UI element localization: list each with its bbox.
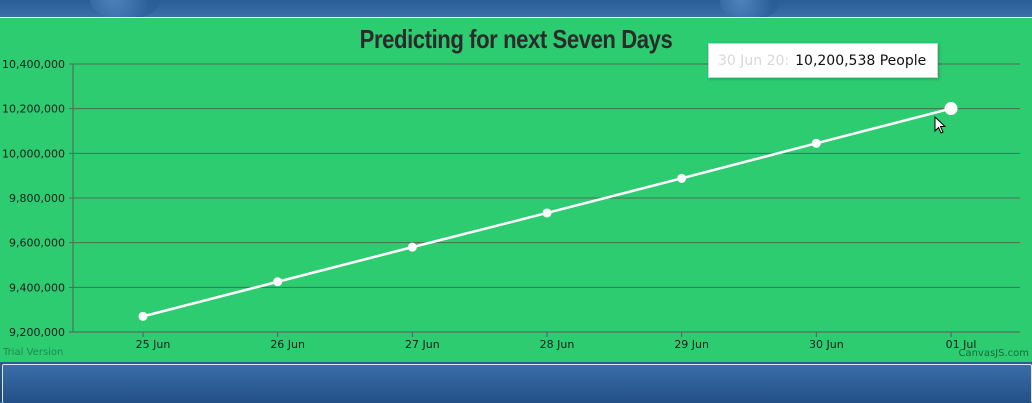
data-point-marker[interactable]: [944, 102, 958, 116]
y-tick-label: 9,600,000: [9, 237, 65, 250]
y-tick-label: 9,400,000: [9, 281, 65, 294]
data-point-marker[interactable]: [407, 242, 417, 252]
x-tick-label: 27 Jun: [405, 338, 440, 351]
x-tick-label: 29 Jun: [674, 338, 709, 351]
y-tick-label: 9,200,000: [9, 326, 65, 339]
virus-decoration: [720, 0, 780, 20]
y-tick-label: 10,200,000: [2, 103, 65, 116]
data-point-marker[interactable]: [138, 311, 148, 321]
y-axis: 9,200,000 9,400,000 9,600,000 9,800,000 10,0…: [2, 58, 65, 339]
trial-version-label: Trial Version: [3, 347, 64, 358]
data-point-marker[interactable]: [542, 208, 552, 218]
gridlines: [69, 63, 1020, 333]
y-tick-label: 10,000,000: [2, 147, 65, 160]
data-point-marker[interactable]: [677, 173, 687, 183]
mouse-cursor-icon: [934, 116, 947, 134]
x-axis: 25 Jun 26 Jun 27 Jun 28 Jun 29 Jun 30 Jun 01 J…: [136, 332, 977, 351]
chart-container[interactable]: Predicting for next Seven Days 9,200,000…: [0, 17, 1032, 364]
series-group[interactable]: [138, 102, 958, 321]
y-tick-label: 9,800,000: [9, 192, 65, 205]
tooltip-label: 30 Jun 20:: [718, 53, 790, 69]
x-tick-label: 30 Jun: [809, 338, 844, 351]
x-tick-label: 28 Jun: [540, 338, 575, 351]
next-panel: [2, 364, 1032, 403]
line-chart[interactable]: 9,200,000 9,400,000 9,600,000 9,800,000 10,0…: [0, 18, 1032, 363]
data-point-marker[interactable]: [273, 277, 283, 287]
x-tick-label: 25 Jun: [136, 338, 171, 351]
x-tick-label: 26 Jun: [270, 338, 305, 351]
virus-decoration: [90, 0, 160, 20]
data-point-marker[interactable]: [811, 138, 821, 148]
canvasjs-credit-link[interactable]: CanvasJS.com: [958, 348, 1029, 359]
y-tick-label: 10,400,000: [2, 58, 65, 71]
tooltip-value: 10,200,538 People: [795, 53, 927, 69]
data-tooltip: 30 Jun 20: 10,200,538 People: [708, 43, 938, 78]
x-tick-label: 01 Jul: [946, 338, 977, 351]
chart-title: Predicting for next Seven Days: [359, 24, 673, 54]
